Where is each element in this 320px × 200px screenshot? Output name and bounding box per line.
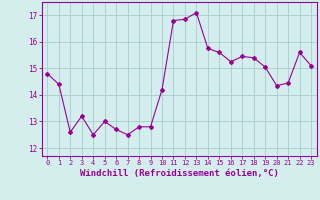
- X-axis label: Windchill (Refroidissement éolien,°C): Windchill (Refroidissement éolien,°C): [80, 169, 279, 178]
